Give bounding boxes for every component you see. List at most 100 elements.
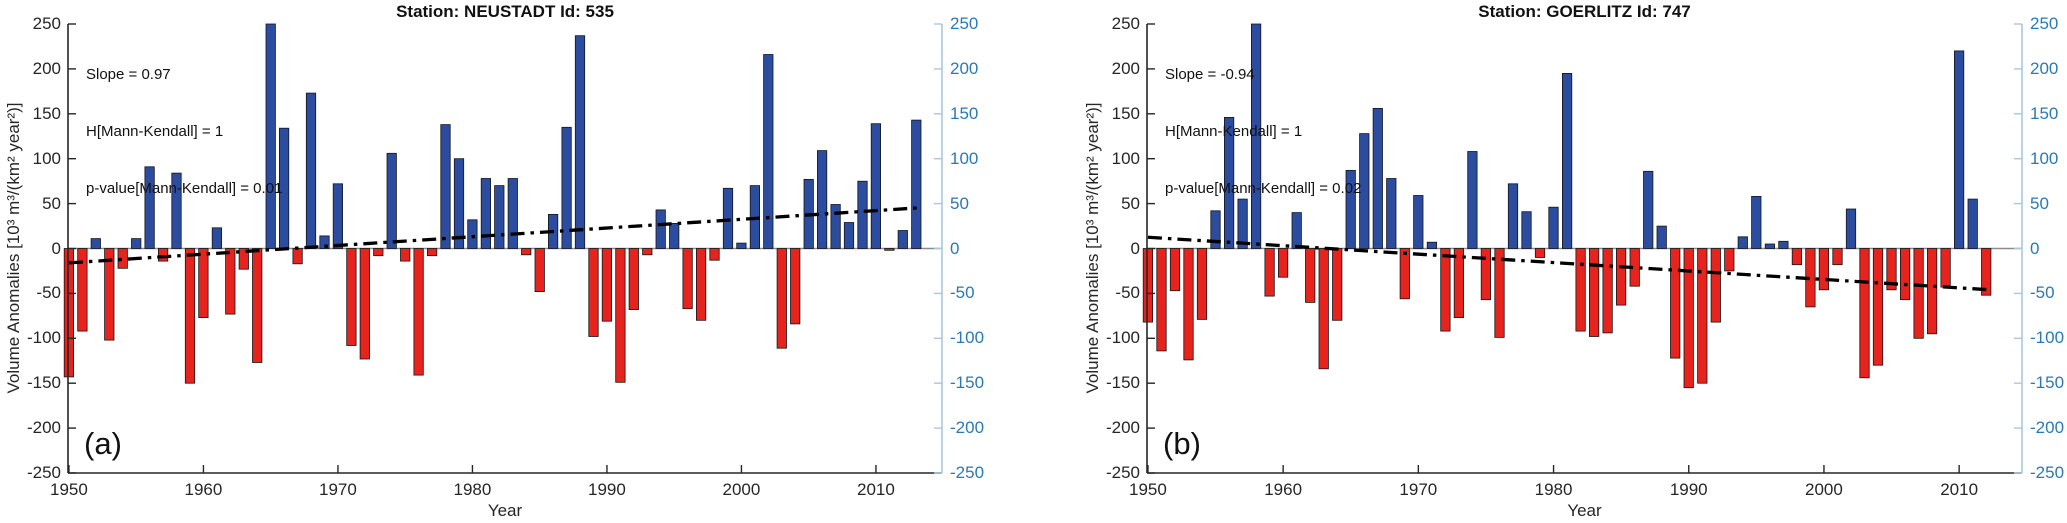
chart-a-bar-1958 bbox=[171, 172, 182, 249]
chart-a-bar-1972 bbox=[359, 248, 370, 360]
chart-a-right-ytick-label: -200 bbox=[950, 418, 985, 438]
chart-a-bar-2002 bbox=[763, 54, 774, 249]
chart-a-bar-1976 bbox=[413, 248, 424, 376]
chart-a-ytick-label: -200 bbox=[26, 418, 61, 438]
chart-b-right-ytick-label: 200 bbox=[2030, 58, 2059, 78]
chart-b-xaxis-label: Year bbox=[1567, 501, 1602, 520]
chart-b-bar-1983 bbox=[1589, 248, 1600, 337]
chart-a-bar-2004 bbox=[790, 248, 801, 325]
chart-a-bar-1955 bbox=[131, 238, 142, 249]
chart-b-right-ytick-label: -50 bbox=[2030, 283, 2055, 303]
chart-b-bar-1969 bbox=[1399, 248, 1410, 300]
chart-b-ytick-label: -50 bbox=[1115, 283, 1140, 303]
chart-b-right-ytick-label: 150 bbox=[2030, 103, 2059, 123]
chart-b-bar-1989 bbox=[1670, 248, 1681, 359]
chart-a-xtick-label: 1980 bbox=[453, 480, 492, 499]
chart-b-bar-1981 bbox=[1562, 73, 1573, 249]
chart-a-bar-1989 bbox=[588, 248, 599, 337]
chart-b-ytick-label: 250 bbox=[1111, 14, 1140, 33]
chart-b-bar-1970 bbox=[1413, 195, 1424, 249]
chart-b-bar-1959 bbox=[1264, 248, 1275, 297]
chart-b-bar-1961 bbox=[1291, 212, 1302, 249]
chart-b-bar-1950 bbox=[1142, 248, 1153, 323]
chart-b-bar-1967 bbox=[1372, 108, 1383, 249]
chart-b-bar-1992 bbox=[1710, 248, 1721, 323]
chart-b-right-ytick-label: -100 bbox=[2030, 328, 2065, 348]
chart-a-bar-1984 bbox=[521, 248, 532, 256]
chart-a-bar-1950 bbox=[63, 248, 74, 378]
chart-a-right-ytick-label: -100 bbox=[950, 328, 985, 348]
chart-b-bar-2000 bbox=[1818, 248, 1829, 291]
chart-b-bar-1953 bbox=[1183, 248, 1194, 361]
chart-b-bar-1991 bbox=[1697, 248, 1708, 384]
chart-b-ytick-label: -100 bbox=[1105, 328, 1140, 348]
chart-b-bar-1965 bbox=[1345, 169, 1356, 249]
chart-b-bar-1954 bbox=[1196, 248, 1208, 320]
chart-a-ytick-label: 0 bbox=[51, 238, 61, 258]
chart-a-bar-1993 bbox=[642, 248, 653, 256]
chart-b-xtick-label: 1950 bbox=[1129, 480, 1167, 499]
chart-b-ytick-label: -250 bbox=[1105, 463, 1140, 482]
chart-b-right-ytick-label: 250 bbox=[2030, 14, 2059, 33]
chart-b-bar-1952 bbox=[1169, 248, 1181, 292]
chart-b-panel-label: (b) bbox=[1163, 426, 1201, 461]
chart-a-bar-1973 bbox=[373, 248, 384, 257]
chart-a-bar-1991 bbox=[615, 248, 626, 383]
chart-a-bar-1982 bbox=[494, 185, 505, 249]
chart-b-bar-1982 bbox=[1575, 248, 1586, 332]
chart-a-bar-1954 bbox=[117, 248, 128, 269]
chart-b-right-ytick-label: 100 bbox=[2030, 148, 2059, 168]
chart-b-right-ytick-label: -150 bbox=[2030, 373, 2065, 393]
chart-a-bar-1970 bbox=[332, 183, 344, 249]
chart-b-bar-1980 bbox=[1548, 206, 1559, 249]
chart-b-bar-1974 bbox=[1467, 151, 1478, 249]
chart-a-bar-1994 bbox=[655, 209, 666, 249]
chart-a-bar-1971 bbox=[346, 248, 357, 346]
chart-a-xtick-label: 1990 bbox=[588, 480, 626, 499]
chart-a-bar-1988 bbox=[574, 35, 586, 249]
chart-b-bar-1951 bbox=[1156, 248, 1167, 352]
chart-a-bar-1977 bbox=[426, 248, 438, 257]
chart-a-panel-label: (a) bbox=[84, 426, 122, 461]
chart-b-bar-1973 bbox=[1453, 248, 1464, 318]
chart-b-xtick-label: 1960 bbox=[1264, 480, 1303, 499]
chart-a-stats-annotation: Slope = 0.97 H[Mann-Kendall] = 1 p-value… bbox=[86, 27, 282, 236]
chart-b-bar-1957 bbox=[1237, 198, 1248, 249]
chart-a-bar-1957 bbox=[157, 248, 169, 262]
chart-a-right-ytick-label: 100 bbox=[950, 148, 979, 168]
chart-b-bar-1964 bbox=[1332, 248, 1343, 321]
chart-b-bar-1994 bbox=[1737, 236, 1748, 249]
chart-a-bar-1975 bbox=[400, 248, 411, 262]
chart-b-slope-text: Slope = -0.94 bbox=[1165, 66, 1255, 83]
chart-b-bar-1985 bbox=[1616, 248, 1627, 306]
chart-b-trend-line bbox=[1147, 235, 1991, 292]
chart-b-right-ytick-label: -200 bbox=[2030, 418, 2065, 438]
chart-a-xtick-label: 1950 bbox=[50, 480, 88, 499]
chart-a-bar-1987 bbox=[561, 126, 572, 249]
chart-a-bar-1959 bbox=[184, 248, 196, 384]
chart-a-bar-2009 bbox=[857, 180, 868, 249]
chart-b-bar-1987 bbox=[1643, 170, 1654, 249]
chart-a-bar-1951 bbox=[77, 248, 88, 332]
chart-b-xtick-label: 1990 bbox=[1669, 480, 1708, 499]
chart-a-right-ytick-label: 250 bbox=[950, 14, 979, 33]
chart-b-bar-1972 bbox=[1440, 248, 1451, 332]
chart-a-bar-1953 bbox=[104, 248, 115, 341]
chart-a-bar-1990 bbox=[601, 248, 613, 322]
chart-b-title: Station: GOERLITZ Id: 747 bbox=[1478, 2, 1691, 21]
chart-b-bar-1997 bbox=[1778, 240, 1789, 249]
chart-b-bar-1975 bbox=[1480, 248, 1491, 301]
chart-b-bar-2004 bbox=[1872, 248, 1884, 366]
chart-a-right-ytick-label: -250 bbox=[950, 463, 985, 482]
chart-b-bar-1988 bbox=[1656, 225, 1667, 249]
chart-a-right-ytick-label: -50 bbox=[950, 283, 975, 303]
chart-b-mannkendall-p-text: p-value[Mann-Kendall] = 0.02 bbox=[1165, 180, 1362, 197]
chart-a-bar-1956 bbox=[144, 166, 155, 249]
chart-b-stats-annotation: Slope = -0.94 H[Mann-Kendall] = 1 p-valu… bbox=[1165, 27, 1361, 236]
chart-b-bar-2011 bbox=[1967, 198, 1978, 249]
chart-b-xtick-label: 2010 bbox=[1940, 480, 1979, 499]
chart-b-bar-1977 bbox=[1507, 183, 1519, 249]
chart-b-bar-1995 bbox=[1751, 195, 1762, 249]
